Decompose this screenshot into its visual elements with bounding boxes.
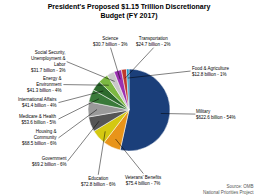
svg-text:President's Proposed $1.15 Tri: President's Proposed $1.15 Trillion Disc… xyxy=(48,3,211,20)
svg-text:Food & Agriculture$12.8 billio: Food & Agriculture$12.8 billion - 1% xyxy=(192,66,230,77)
svg-text:Science$30.7 billion - 3%: Science$30.7 billion - 3% xyxy=(93,36,128,47)
svg-text:Housing &Community$68.5 billio: Housing &Community$68.5 billion - 6% xyxy=(22,129,57,146)
svg-text:Veterans' Benefits$75.4 billio: Veterans' Benefits$75.4 billion - 7% xyxy=(125,175,162,186)
svg-text:Medicare & Health$53.6 billion: Medicare & Health$53.6 billion - 5% xyxy=(19,114,57,125)
svg-text:Military$622.6 billion - 54%: Military$622.6 billion - 54% xyxy=(196,109,236,120)
svg-text:Transportation$24.7 billion -: Transportation$24.7 billion - 2% xyxy=(136,36,171,47)
svg-text:Energy &Environment$41.3 billi: Energy &Environment$41.3 billion - 4% xyxy=(27,76,62,93)
svg-text:Government$69.2 billion - 6%: Government$69.2 billion - 6% xyxy=(32,156,67,167)
svg-text:Social Security,Unemployment &: Social Security,Unemployment &Labor$31.7… xyxy=(31,50,66,73)
svg-text:Education$72.8 billion - 6%: Education$72.8 billion - 6% xyxy=(81,176,116,187)
svg-text:International Affairs$41.4 bil: International Affairs$41.4 billion - 4% xyxy=(18,97,57,108)
svg-text:Source: OMBNational Priorities: Source: OMBNational Priorities Project xyxy=(203,184,254,195)
